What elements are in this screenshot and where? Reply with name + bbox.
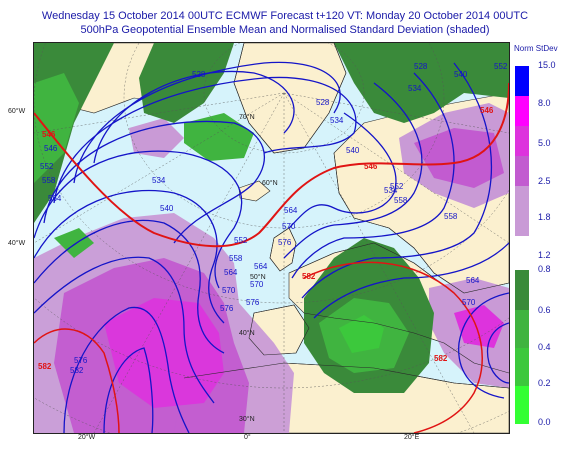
contour-label: 534 bbox=[152, 176, 166, 185]
green-central-north bbox=[184, 113, 254, 161]
contour-label-red: 582 bbox=[302, 272, 316, 281]
green-west-small bbox=[54, 228, 94, 258]
contour-label: 564 bbox=[254, 262, 268, 271]
contour-label: 546 bbox=[44, 144, 58, 153]
contour-labels-red: 546 546 546 582 582 582 bbox=[38, 106, 494, 371]
map-canvas: 528 528 534 540 546 552 558 564 534 540 … bbox=[34, 43, 509, 433]
contour-label: 540 bbox=[454, 70, 468, 79]
legend-tick: 8.0 bbox=[538, 98, 551, 108]
legend-tick: 15.0 bbox=[538, 60, 556, 70]
lon-label-40w: 40°W bbox=[8, 240, 26, 247]
lat-label: 70°N bbox=[239, 113, 255, 121]
legend-tick: 5.0 bbox=[538, 138, 551, 148]
lon-label-60w: 60°W bbox=[8, 108, 26, 115]
lat-label: 50°N bbox=[250, 273, 266, 281]
lon-label-20e: 20°E bbox=[404, 434, 420, 441]
green-north bbox=[139, 43, 234, 123]
contour-label: 582 bbox=[70, 366, 84, 375]
legend-tick: 1.2 bbox=[538, 250, 551, 260]
contour-label: 528 bbox=[192, 70, 206, 79]
legend-tick: 0.4 bbox=[538, 342, 551, 352]
contour-label: 576 bbox=[278, 238, 292, 247]
legend-swatch bbox=[515, 270, 529, 310]
contour-label: 564 bbox=[224, 268, 238, 277]
contour-label: 534 bbox=[330, 116, 344, 125]
legend-tick: 2.5 bbox=[538, 176, 551, 186]
stddev-shading-low bbox=[34, 43, 509, 393]
magenta-core bbox=[104, 298, 224, 408]
legend-swatch bbox=[515, 186, 529, 236]
legend-tick: 0.0 bbox=[538, 417, 551, 427]
legend-tick: 0.8 bbox=[538, 264, 551, 274]
legend-swatch bbox=[515, 310, 529, 348]
contour-labels-blue: 528 528 534 540 546 552 558 564 534 540 … bbox=[40, 62, 508, 375]
contour-label: 534 bbox=[408, 84, 422, 93]
legend-swatch bbox=[515, 66, 529, 96]
contour-label-red: 582 bbox=[38, 362, 52, 371]
contour-label: 576 bbox=[220, 304, 234, 313]
contour-label: 534 bbox=[384, 186, 398, 195]
contour-label: 540 bbox=[346, 146, 360, 155]
contour-label: 576 bbox=[74, 356, 88, 365]
legend-swatch bbox=[515, 386, 529, 424]
legend-tick: 0.6 bbox=[538, 305, 551, 315]
lon-label-20w: 20°W bbox=[78, 434, 96, 441]
contour-label: 552 bbox=[390, 182, 404, 191]
purple-north-small bbox=[129, 118, 184, 158]
contour-label: 570 bbox=[462, 298, 476, 307]
legend-swatch bbox=[515, 156, 529, 186]
lat-label: 30°N bbox=[239, 415, 255, 423]
contour-label-red: 546 bbox=[364, 162, 378, 171]
chart-title: Wednesday 15 October 2014 00UTC ECMWF Fo… bbox=[41, 10, 529, 22]
lat-label: 40°N bbox=[239, 329, 255, 337]
contours-red bbox=[34, 82, 509, 433]
contour-label-red: 546 bbox=[480, 106, 494, 115]
purple-northeast-core bbox=[414, 128, 504, 188]
legend-swatch bbox=[515, 126, 529, 156]
contour-label: 564 bbox=[48, 194, 62, 203]
legend-tick: 1.8 bbox=[538, 212, 551, 222]
map-panel: 528 528 534 540 546 552 558 564 534 540 … bbox=[33, 42, 510, 434]
chart-subtitle: 500hPa Geopotential Ensemble Mean and No… bbox=[80, 24, 490, 36]
contours-blue bbox=[34, 61, 509, 433]
legend-title: Norm StDev bbox=[514, 44, 558, 53]
iceland-land bbox=[238, 180, 271, 202]
contour-label: 558 bbox=[394, 196, 408, 205]
contour-label: 558 bbox=[229, 254, 243, 263]
contour-label: 570 bbox=[282, 222, 296, 231]
green-med-core bbox=[339, 315, 384, 353]
contour-label: 528 bbox=[414, 62, 428, 71]
contour-label: 552 bbox=[234, 236, 248, 245]
contour-label-red: 546 bbox=[42, 130, 56, 139]
contour-label: 528 bbox=[316, 98, 330, 107]
green-northeast bbox=[334, 43, 509, 123]
contour-label: 570 bbox=[250, 280, 264, 289]
legend-tick: 0.2 bbox=[538, 378, 551, 388]
contour-label: 552 bbox=[40, 162, 54, 171]
lat-label: 60°N bbox=[262, 179, 278, 187]
stddev-shading-high bbox=[34, 103, 509, 433]
contour-label: 564 bbox=[284, 206, 298, 215]
contour-label-red: 582 bbox=[434, 354, 448, 363]
lon-label-0: 0° bbox=[244, 434, 251, 441]
green-northwest-light bbox=[34, 73, 79, 183]
contour-label: 564 bbox=[466, 276, 480, 285]
contour-label: 540 bbox=[160, 204, 174, 213]
coastlines bbox=[183, 43, 509, 389]
legend-swatch bbox=[515, 96, 529, 126]
latitude-labels: 70°N 60°N 50°N 40°N 30°N bbox=[239, 113, 278, 423]
contour-label: 552 bbox=[494, 62, 508, 71]
legend-swatch bbox=[515, 348, 529, 386]
contour-label: 558 bbox=[42, 176, 56, 185]
contour-label: 558 bbox=[444, 212, 458, 221]
contour-label: 570 bbox=[222, 286, 236, 295]
contour-label: 576 bbox=[246, 298, 260, 307]
